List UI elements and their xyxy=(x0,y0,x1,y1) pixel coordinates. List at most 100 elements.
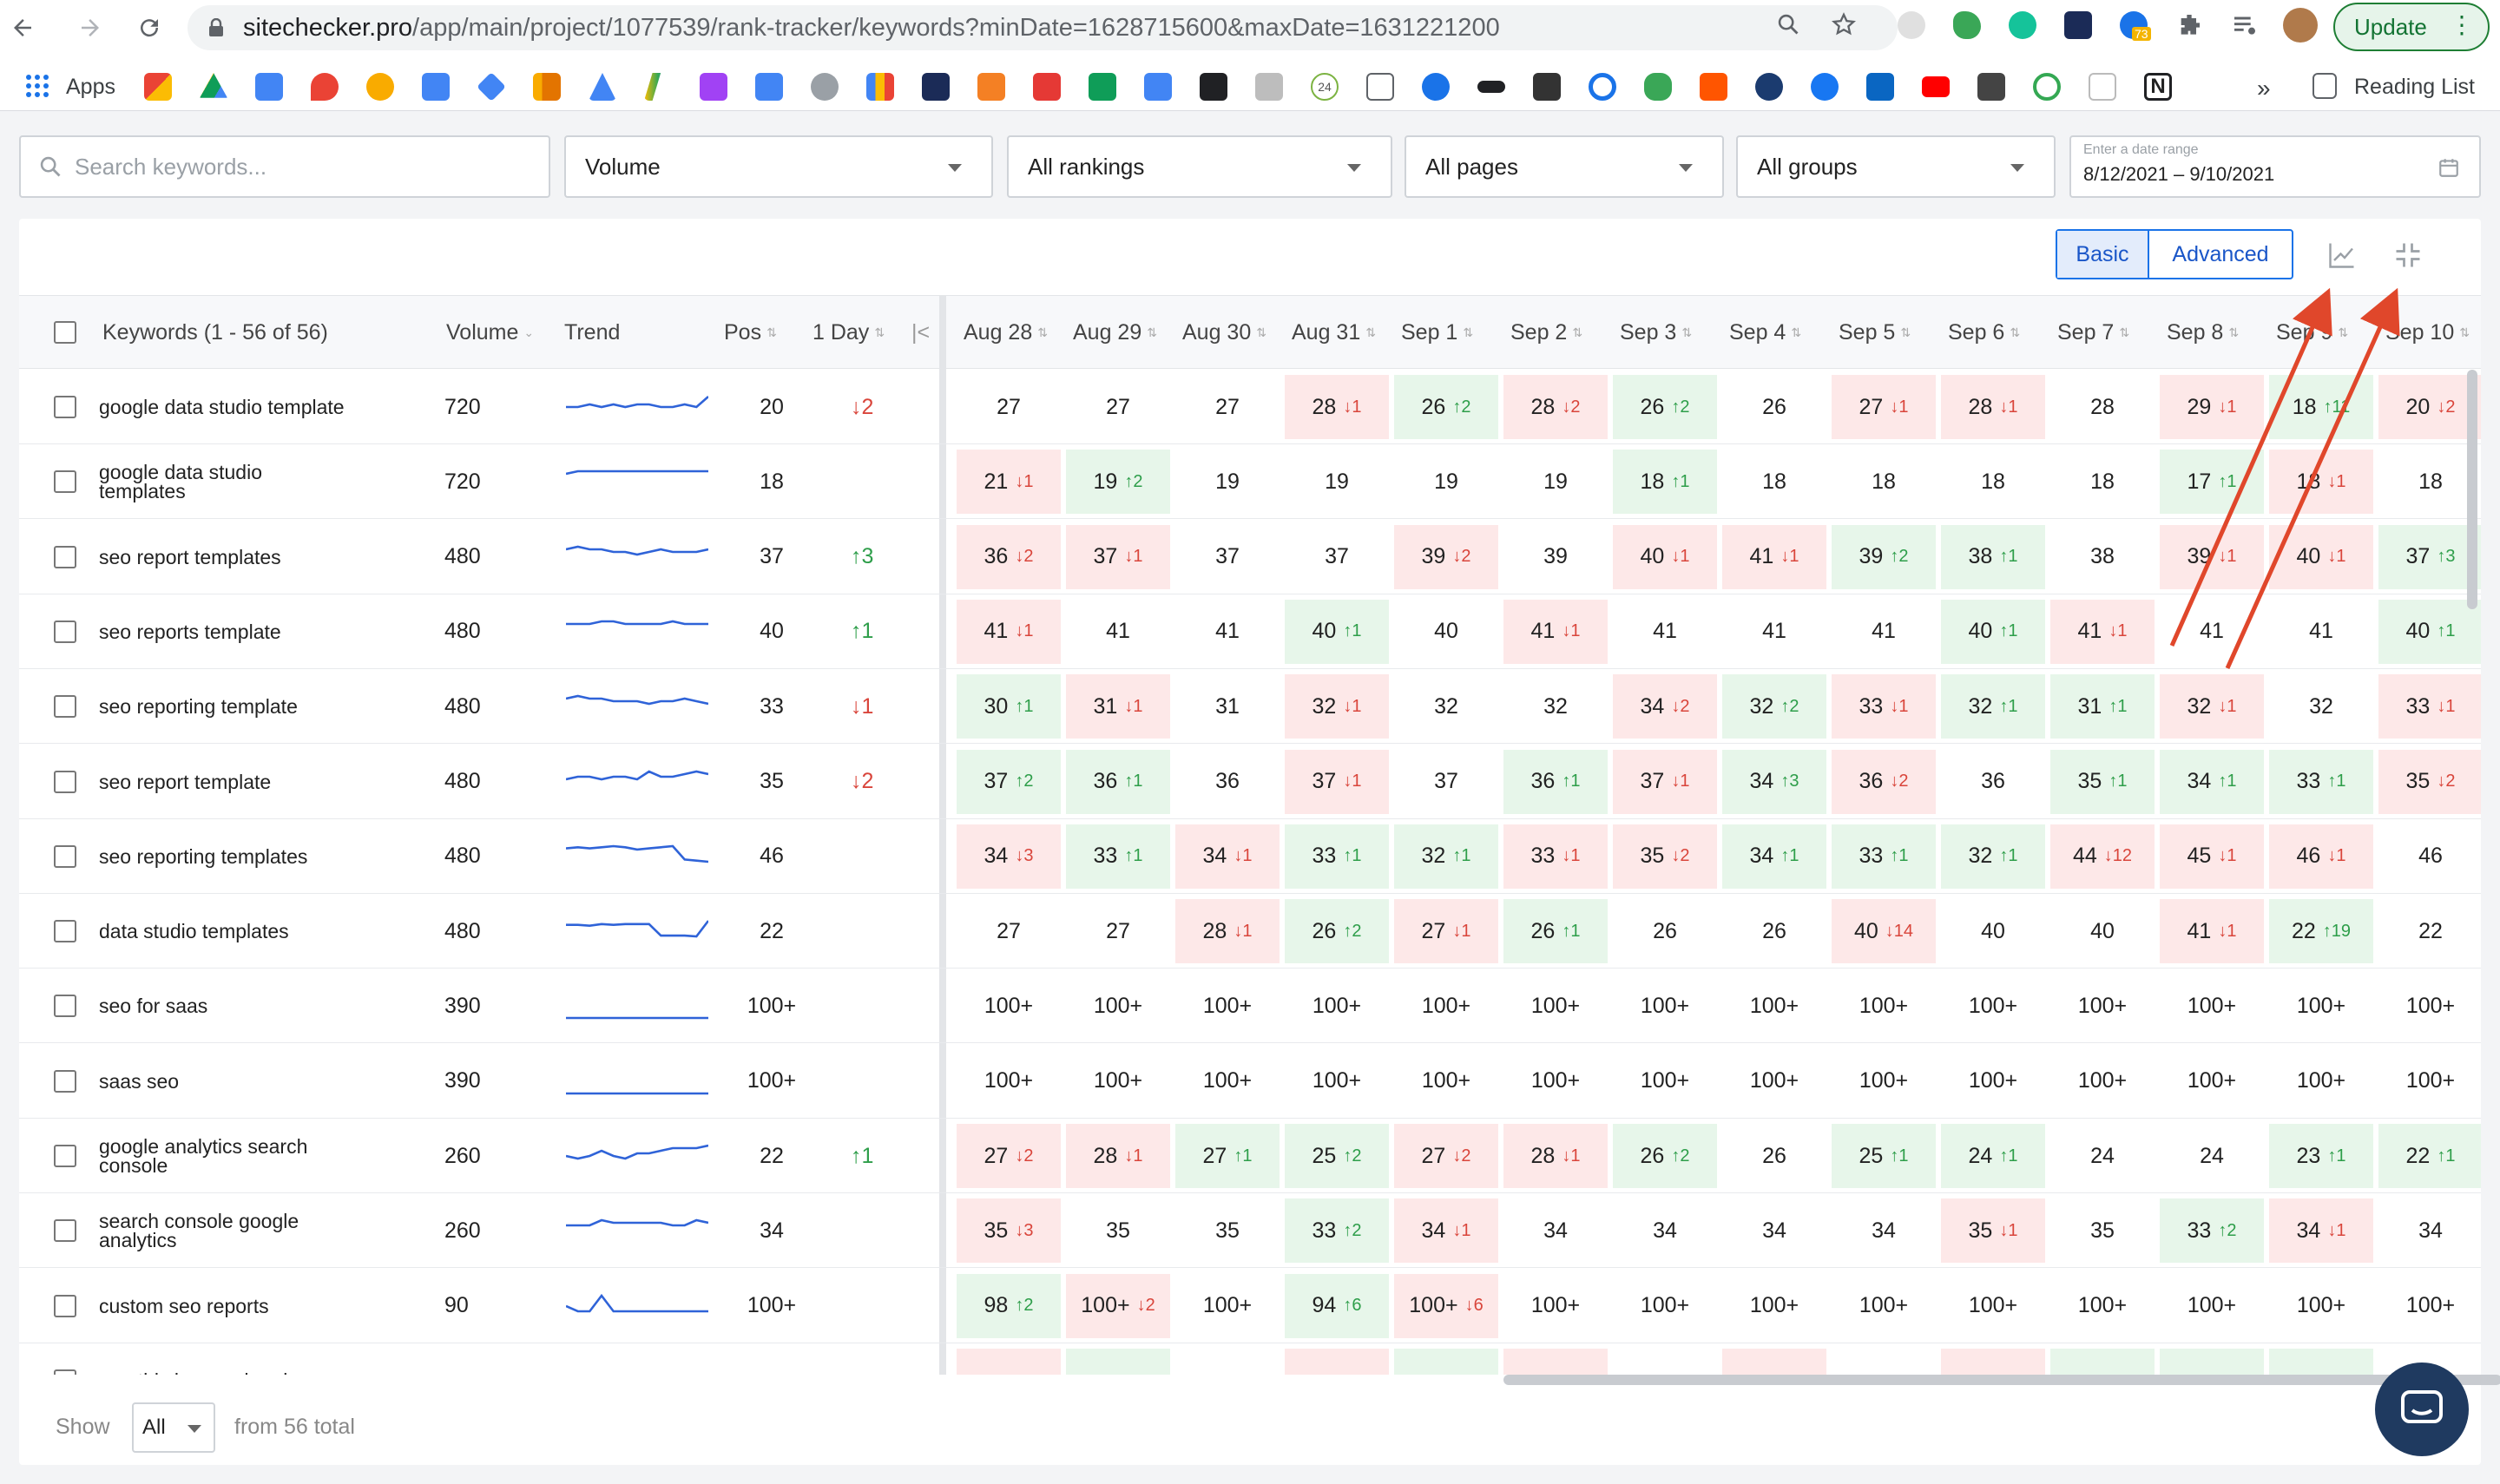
date-rank-cell[interactable]: 100+ xyxy=(1066,974,1170,1038)
gmail-bookmark-icon[interactable] xyxy=(144,73,172,101)
date-rank-cell[interactable]: 18 xyxy=(2378,450,2481,514)
date-rank-cell[interactable]: 34 xyxy=(1722,1198,1826,1263)
date-rank-cell[interactable] xyxy=(2050,1348,2155,1375)
date-rank-cell[interactable]: 33 ↑2 xyxy=(2160,1198,2264,1264)
keywords-column-header[interactable]: Keywords (1 - 56 of 56) xyxy=(102,319,328,345)
date-rank-cell[interactable]: 31 xyxy=(1175,674,1280,739)
date-rank-cell[interactable]: 28 ↓1 xyxy=(1066,1124,1170,1188)
advanced-view-button[interactable]: Advanced xyxy=(2172,241,2269,266)
date-rank-cell[interactable]: 17 ↑1 xyxy=(2160,450,2264,515)
date-rank-cell[interactable]: 26 ↑2 xyxy=(1394,375,1498,439)
date-rank-cell[interactable]: 27 ↓2 xyxy=(1394,1124,1498,1188)
date-rank-cell[interactable]: 27 xyxy=(1066,899,1170,963)
row-checkbox[interactable] xyxy=(54,1294,76,1317)
date-rank-cell[interactable] xyxy=(2269,1348,2373,1375)
page-bookmark-icon[interactable] xyxy=(1366,73,1394,101)
row-checkbox[interactable] xyxy=(54,396,76,418)
date-rank-cell[interactable]: 100+ xyxy=(1394,1049,1498,1113)
date-rank-cell[interactable]: 100+ xyxy=(2160,1049,2264,1113)
row-checkbox[interactable] xyxy=(54,1069,76,1093)
date-rank-cell[interactable]: 35 xyxy=(1066,1198,1170,1263)
row-checkbox[interactable] xyxy=(54,1369,76,1375)
date-rank-cell[interactable]: 40 ↑1 xyxy=(1941,599,2045,664)
date-rank-cell[interactable]: 100+ xyxy=(1941,1049,2045,1113)
date-rank-cell[interactable]: 100+ xyxy=(2050,974,2155,1038)
date-rank-cell[interactable]: 34 ↓2 xyxy=(1613,674,1717,739)
lock-icon[interactable] xyxy=(207,18,226,37)
analytics-bookmark-icon[interactable] xyxy=(533,73,561,101)
date-rank-cell[interactable]: 32 xyxy=(1503,674,1608,739)
date-rank-cell[interactable]: 34 ↓1 xyxy=(2269,1198,2373,1264)
date-rank-cell[interactable]: 32 xyxy=(2269,674,2373,739)
frozen-column-divider[interactable] xyxy=(939,296,946,1375)
date-rank-cell[interactable] xyxy=(1613,1349,1717,1375)
date-rank-cell[interactable]: 100+ xyxy=(2378,974,2481,1038)
date-rank-cell[interactable]: 100+ xyxy=(1941,1274,2045,1338)
table-row[interactable]: data studio templates 480 22 27 27 28 ↓1 26 ↑2 27… xyxy=(19,894,2481,969)
infinity-bookmark-icon[interactable] xyxy=(1477,81,1505,93)
apps-grid-icon[interactable] xyxy=(24,73,50,101)
date-rank-cell[interactable]: 24 xyxy=(2160,1124,2264,1188)
gray-bookmark-icon[interactable] xyxy=(811,73,839,101)
select-all-checkbox[interactable] xyxy=(54,321,76,344)
date-rank-cell[interactable]: 41 xyxy=(2269,600,2373,664)
date-rank-cell[interactable]: 26 xyxy=(1722,375,1826,439)
date-column-header[interactable]: Aug 29 ⇅ xyxy=(1073,296,1157,369)
date-rank-cell[interactable] xyxy=(2160,1348,2264,1375)
date-rank-cell[interactable]: 41 xyxy=(1175,600,1280,664)
keyword-text[interactable]: seo for saas xyxy=(99,995,208,1018)
evernote-bookmark-icon[interactable] xyxy=(1644,73,1672,101)
date-rank-cell[interactable]: 33 ↑1 xyxy=(1066,824,1170,889)
date-rank-cell[interactable]: 39 xyxy=(1503,525,1608,589)
date-rank-cell[interactable]: 40 ↓1 xyxy=(2269,524,2373,589)
date-rank-cell[interactable]: 41 xyxy=(1722,600,1826,664)
date-rank-cell[interactable]: 28 ↓1 xyxy=(1175,899,1280,964)
date-rank-cell[interactable]: 23 ↑1 xyxy=(2269,1124,2373,1188)
date-rank-cell[interactable]: 41 xyxy=(1066,600,1170,664)
calendar-icon[interactable] xyxy=(2438,156,2460,185)
keyword-text[interactable]: seo report templates xyxy=(99,545,281,568)
table-row[interactable]: google analytics search console 260 22 ↑ 1 27… xyxy=(19,1119,2481,1193)
address-bar[interactable]: sitechecker.pro/app/main/project/1077539… xyxy=(188,5,1898,50)
calendar-bookmark-icon[interactable] xyxy=(255,73,283,101)
date-range-input[interactable]: Enter a date range 8/12/2021 – 9/10/2021 xyxy=(2069,135,2481,198)
date-rank-cell[interactable]: 100+ xyxy=(1503,974,1608,1038)
page-size-select[interactable]: All xyxy=(132,1402,215,1453)
date-rank-cell[interactable]: 26 ↑2 xyxy=(1613,375,1717,439)
reading-list-label[interactable]: Reading List xyxy=(2354,75,2475,99)
date-rank-cell[interactable] xyxy=(1394,1348,1498,1375)
basic-view-button[interactable]: Basic xyxy=(2057,231,2149,278)
date-rank-cell[interactable]: 29 ↓1 xyxy=(2160,375,2264,439)
date-rank-cell[interactable]: 33 ↑2 xyxy=(1285,1198,1389,1264)
date-rank-cell[interactable]: 100+ xyxy=(1722,1049,1826,1113)
youtube-bookmark-icon[interactable] xyxy=(1922,76,1950,97)
profile-avatar[interactable] xyxy=(2283,8,2318,43)
pos-column-header[interactable]: Pos ⇅ xyxy=(724,296,777,369)
date-rank-cell[interactable]: 27 xyxy=(1175,375,1280,439)
date-rank-cell[interactable]: 40 ↓14 xyxy=(1832,899,1936,964)
date-rank-cell[interactable] xyxy=(1941,1348,2045,1375)
date-rank-cell[interactable]: 18 ↓1 xyxy=(2269,450,2373,515)
date-rank-cell[interactable]: 34 ↓1 xyxy=(1394,1198,1498,1264)
forward-arrow-icon[interactable] xyxy=(75,12,106,43)
date-rank-cell[interactable]: 100+ xyxy=(2050,1049,2155,1113)
keyword-text[interactable]: google analytics search console xyxy=(99,1135,308,1177)
date-rank-cell[interactable]: 22 ↑19 xyxy=(2269,899,2373,964)
date-rank-cell[interactable] xyxy=(1175,1349,1280,1375)
date-rank-cell[interactable]: 32 ↓1 xyxy=(2160,674,2264,739)
date-column-header[interactable]: Sep 10 ⇅ xyxy=(2385,296,2470,369)
green-ring-bookmark-icon[interactable] xyxy=(2033,73,2061,101)
bars-bookmark-icon[interactable] xyxy=(1033,73,1061,101)
collapse-columns-icon[interactable]: |< xyxy=(911,319,931,345)
search-input[interactable]: Search keywords... xyxy=(19,135,550,198)
date-rank-cell[interactable]: 100+ xyxy=(1175,1049,1280,1113)
date-rank-cell[interactable]: 37 ↑3 xyxy=(2378,524,2481,589)
puzzle-extensions-icon[interactable] xyxy=(2175,11,2203,39)
date-column-header[interactable]: Sep 2 ⇅ xyxy=(1510,296,1582,369)
rankings-select[interactable]: All rankings xyxy=(1007,135,1392,198)
date-column-header[interactable]: Sep 4 ⇅ xyxy=(1729,296,1801,369)
bookmark-star-icon[interactable] xyxy=(1831,12,1857,36)
date-rank-cell[interactable]: 18 ↑1 xyxy=(1613,450,1717,515)
date-rank-cell[interactable]: 100+ xyxy=(1832,1049,1936,1113)
row-checkbox[interactable] xyxy=(54,620,76,643)
